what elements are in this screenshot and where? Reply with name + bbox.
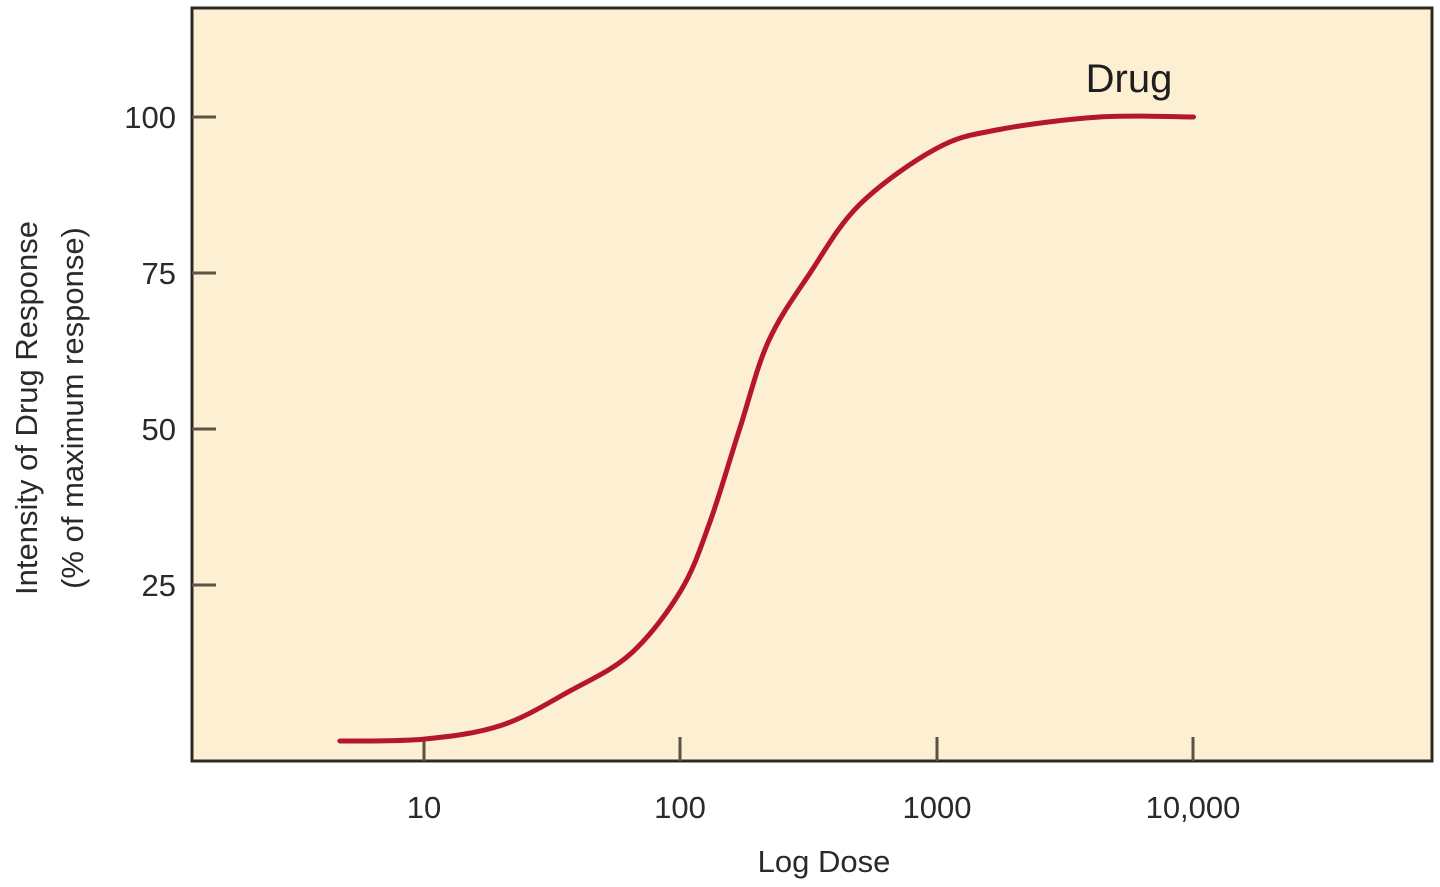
y-axis: [192, 115, 216, 587]
series-label-drug: Drug: [1086, 57, 1173, 101]
y-axis-subtitle: (% of maximum response): [55, 227, 90, 589]
drug-response-curve: [337, 113, 1196, 744]
y-tick-labels: 100 75 50 25: [124, 100, 176, 603]
plot-area: [190, 6, 1434, 763]
y-tick-label: 50: [142, 412, 176, 447]
x-tick-label: 100: [654, 790, 706, 825]
y-axis-title: Intensity of Drug Response: [9, 221, 44, 595]
x-tick-label: 10,000: [1146, 790, 1241, 825]
x-tick-label: 10: [407, 790, 441, 825]
y-tick-label: 25: [142, 568, 176, 603]
x-tick-label: 1000: [903, 790, 972, 825]
x-tick-labels: 10 100 1000 10,000: [407, 790, 1241, 825]
y-tick-label: 100: [124, 100, 176, 135]
x-axis-title: Log Dose: [758, 844, 891, 879]
y-tick-label: 75: [142, 256, 176, 291]
